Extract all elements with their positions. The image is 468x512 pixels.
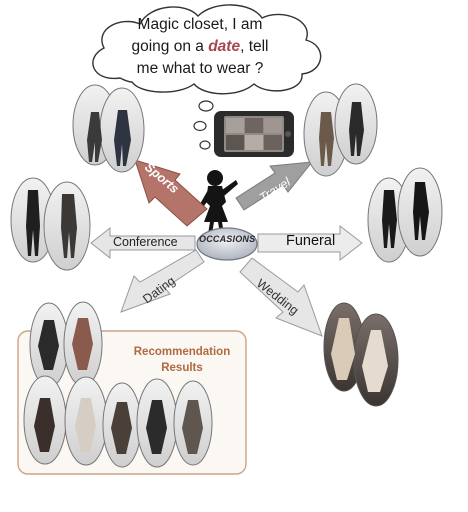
recommendation-results	[17, 301, 247, 475]
thought-text: Magic closet, I am going on a date, tell…	[104, 14, 296, 80]
conference-label: Conference	[113, 235, 178, 249]
smartphone-icon	[214, 111, 294, 157]
thought-line-3: me what to wear ?	[136, 60, 264, 77]
thought-line-2-start: going on a	[131, 38, 209, 55]
woman-silhouette-icon	[200, 170, 238, 234]
occasions-label: OCCASIONS	[199, 234, 256, 244]
occasions-hub	[196, 227, 258, 261]
thought-line-2-end: , tell	[240, 38, 269, 55]
wedding-photos	[323, 302, 399, 407]
funeral-label: Funeral	[286, 233, 336, 249]
recommendation-title-line-2: Results	[161, 362, 203, 374]
recommendation-title-line-1: Recommendation	[133, 346, 231, 358]
travel-arrow	[235, 161, 314, 211]
recommendation-title: Recommendation Results	[120, 344, 244, 376]
funeral-arrow	[257, 224, 363, 262]
conference-arrow	[90, 226, 196, 260]
travel-photos	[303, 83, 378, 177]
arrows	[90, 159, 363, 337]
conference-photos	[10, 177, 91, 271]
thought-cloud	[92, 4, 322, 150]
wedding-arrow	[239, 257, 323, 337]
thought-line-2: going on a date, tell	[104, 36, 296, 58]
sports-arrow	[134, 159, 208, 227]
funeral-photos	[367, 167, 443, 263]
dating-arrow	[120, 249, 205, 313]
sports-photos	[72, 84, 145, 173]
thought-emphasis-date: date	[208, 38, 241, 55]
thought-line-1: Magic closet, I am	[137, 16, 263, 33]
